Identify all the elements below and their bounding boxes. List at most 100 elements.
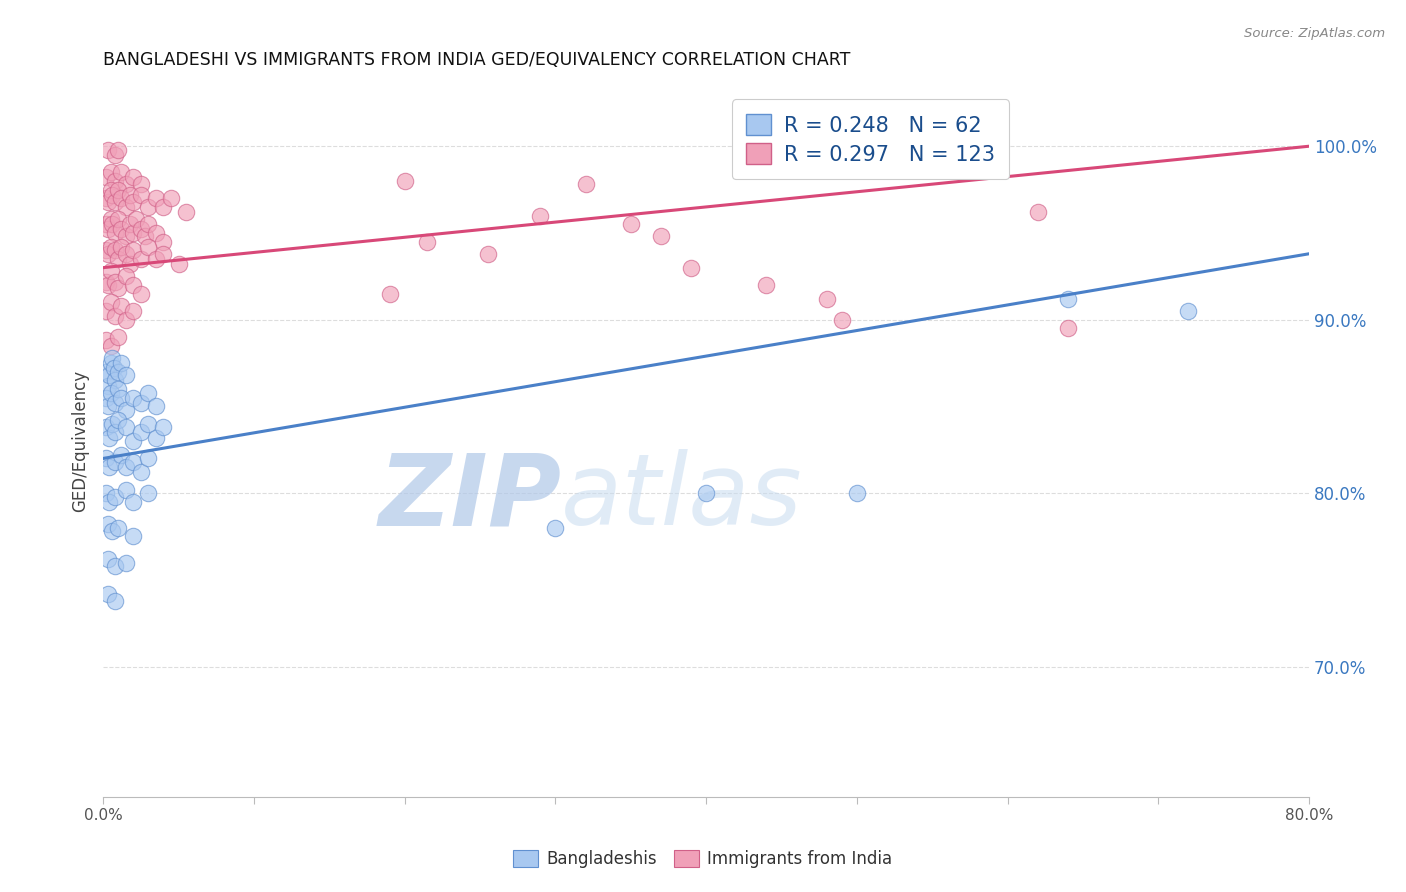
Point: [845, 486, 868, 500]
Point: [138, 451, 160, 466]
Text: BANGLADESHI VS IMMIGRANTS FROM INDIA GED/EQUIVALENCY CORRELATION CHART: BANGLADESHI VS IMMIGRANTS FROM INDIA GED…: [103, 51, 851, 69]
Point: [114, 556, 136, 570]
Point: [98, 460, 121, 475]
Point: [167, 257, 190, 271]
Point: [145, 400, 167, 414]
Point: [620, 217, 643, 231]
Point: [100, 264, 122, 278]
Y-axis label: GED/Equivalency: GED/Equivalency: [72, 370, 89, 512]
Point: [529, 209, 551, 223]
Point: [122, 529, 145, 543]
Point: [138, 486, 160, 500]
Point: [104, 226, 127, 240]
Point: [97, 222, 120, 236]
Point: [104, 275, 127, 289]
Point: [100, 212, 122, 227]
Point: [114, 460, 136, 475]
Point: [110, 448, 132, 462]
Point: [695, 486, 717, 500]
Point: [114, 178, 136, 192]
Point: [97, 552, 120, 566]
Point: [100, 183, 122, 197]
Point: [120, 257, 142, 271]
Point: [138, 417, 160, 431]
Point: [574, 178, 596, 192]
Point: [104, 559, 127, 574]
Point: [129, 178, 152, 192]
Point: [107, 183, 129, 197]
Point: [98, 495, 121, 509]
Point: [104, 194, 127, 209]
Point: [122, 244, 145, 258]
Point: [134, 229, 156, 244]
Point: [1026, 205, 1049, 219]
Point: [100, 295, 122, 310]
Point: [125, 212, 148, 227]
Point: [107, 521, 129, 535]
Point: [1177, 304, 1199, 318]
Point: [122, 194, 145, 209]
Point: [145, 252, 167, 266]
Point: [110, 391, 132, 405]
Point: [97, 378, 120, 392]
Point: [145, 191, 167, 205]
Point: [129, 187, 152, 202]
Point: [755, 277, 778, 292]
Point: [138, 217, 160, 231]
Point: [94, 391, 117, 405]
Point: [94, 486, 117, 500]
Point: [138, 200, 160, 214]
Point: [107, 281, 129, 295]
Legend: Bangladeshis, Immigrants from India: Bangladeshis, Immigrants from India: [506, 843, 900, 875]
Point: [104, 455, 127, 469]
Point: [103, 361, 125, 376]
Point: [94, 304, 117, 318]
Point: [97, 143, 120, 157]
Point: [100, 339, 122, 353]
Point: [815, 292, 838, 306]
Point: [94, 365, 117, 379]
Point: [110, 165, 132, 179]
Point: [107, 330, 129, 344]
Point: [94, 170, 117, 185]
Point: [120, 187, 142, 202]
Point: [122, 391, 145, 405]
Point: [98, 368, 121, 383]
Point: [101, 524, 124, 539]
Point: [100, 240, 122, 254]
Point: [679, 260, 702, 275]
Point: [114, 420, 136, 434]
Point: [544, 521, 567, 535]
Point: [122, 304, 145, 318]
Point: [122, 495, 145, 509]
Point: [107, 413, 129, 427]
Point: [129, 222, 152, 236]
Point: [94, 244, 117, 258]
Point: [100, 385, 122, 400]
Point: [152, 420, 174, 434]
Point: [104, 593, 127, 607]
Point: [114, 229, 136, 244]
Point: [94, 275, 117, 289]
Point: [114, 200, 136, 214]
Point: [104, 396, 127, 410]
Text: Source: ZipAtlas.com: Source: ZipAtlas.com: [1244, 27, 1385, 40]
Point: [122, 455, 145, 469]
Point: [160, 191, 183, 205]
Point: [650, 229, 672, 244]
Point: [107, 212, 129, 227]
Point: [94, 217, 117, 231]
Point: [94, 420, 117, 434]
Point: [138, 240, 160, 254]
Point: [152, 246, 174, 260]
Point: [122, 226, 145, 240]
Point: [129, 252, 152, 266]
Point: [104, 244, 127, 258]
Point: [107, 252, 129, 266]
Point: [101, 417, 124, 431]
Point: [477, 246, 499, 260]
Point: [129, 396, 152, 410]
Point: [120, 217, 142, 231]
Point: [101, 351, 124, 365]
Point: [152, 235, 174, 249]
